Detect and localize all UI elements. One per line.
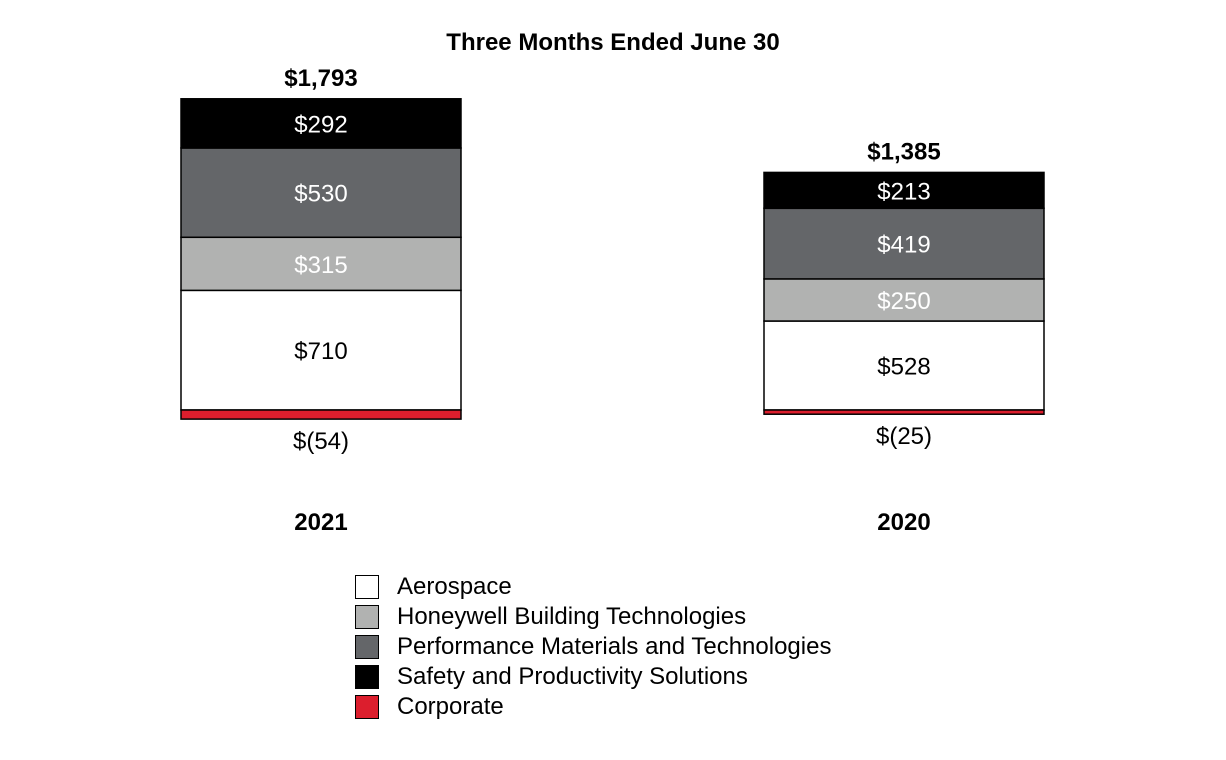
chart-title: Three Months Ended June 30 bbox=[446, 29, 779, 56]
legend-swatch bbox=[355, 605, 379, 629]
bar-segment-safety-and-productivity-solutions-2021 bbox=[180, 98, 462, 149]
value-label: $(25) bbox=[876, 423, 932, 450]
value-label: $315 bbox=[294, 252, 347, 279]
bar-segment-performance-materials-and-technologies-2020 bbox=[763, 207, 1045, 280]
legend-item: Honeywell Building Technologies bbox=[355, 602, 831, 632]
legend-item: Corporate bbox=[355, 692, 831, 722]
value-label: $419 bbox=[877, 232, 930, 259]
bar-segment-safety-and-productivity-solutions-2020 bbox=[763, 171, 1045, 210]
value-label: $292 bbox=[294, 111, 347, 138]
bar-segment-aerospace-2021 bbox=[180, 289, 462, 411]
category-label: 2021 bbox=[294, 509, 347, 536]
legend-swatch bbox=[355, 695, 379, 719]
value-label: $710 bbox=[294, 338, 347, 365]
total-label: $1,793 bbox=[284, 65, 357, 92]
legend-swatch bbox=[355, 575, 379, 599]
value-label: $528 bbox=[877, 354, 930, 381]
value-label: $250 bbox=[877, 288, 930, 315]
value-label: $213 bbox=[877, 178, 930, 205]
bar-groups: $710 $315 $530 $292 $(54) $1,793 2021 $528 $250 $… bbox=[180, 65, 1045, 536]
bar-segment-performance-materials-and-technologies-2021 bbox=[180, 147, 462, 239]
legend-label: Safety and Productivity Solutions bbox=[397, 663, 748, 690]
legend: Aerospace Honeywell Building Technologies… bbox=[355, 572, 831, 722]
bar-segment-corporate-2020 bbox=[763, 409, 1045, 415]
legend-label: Performance Materials and Technologies bbox=[397, 633, 832, 660]
legend-item: Safety and Productivity Solutions bbox=[355, 662, 831, 692]
bar-segment-corporate-2021 bbox=[180, 409, 462, 420]
value-label: $(54) bbox=[293, 428, 349, 455]
legend-label: Honeywell Building Technologies bbox=[397, 603, 747, 630]
legend-item: Aerospace bbox=[355, 572, 831, 602]
value-label: $530 bbox=[294, 181, 347, 208]
category-label: 2020 bbox=[877, 509, 930, 536]
legend-item: Performance Materials and Technologies bbox=[355, 632, 831, 662]
total-label: $1,385 bbox=[867, 138, 940, 165]
legend-swatch bbox=[355, 635, 379, 659]
bar-segment-honeywell-building-technologies-2021 bbox=[180, 236, 462, 292]
legend-swatch bbox=[355, 665, 379, 689]
bar-segment-honeywell-building-technologies-2020 bbox=[763, 278, 1045, 322]
legend-label: Corporate bbox=[397, 693, 504, 720]
legend-label: Aerospace bbox=[397, 573, 512, 600]
